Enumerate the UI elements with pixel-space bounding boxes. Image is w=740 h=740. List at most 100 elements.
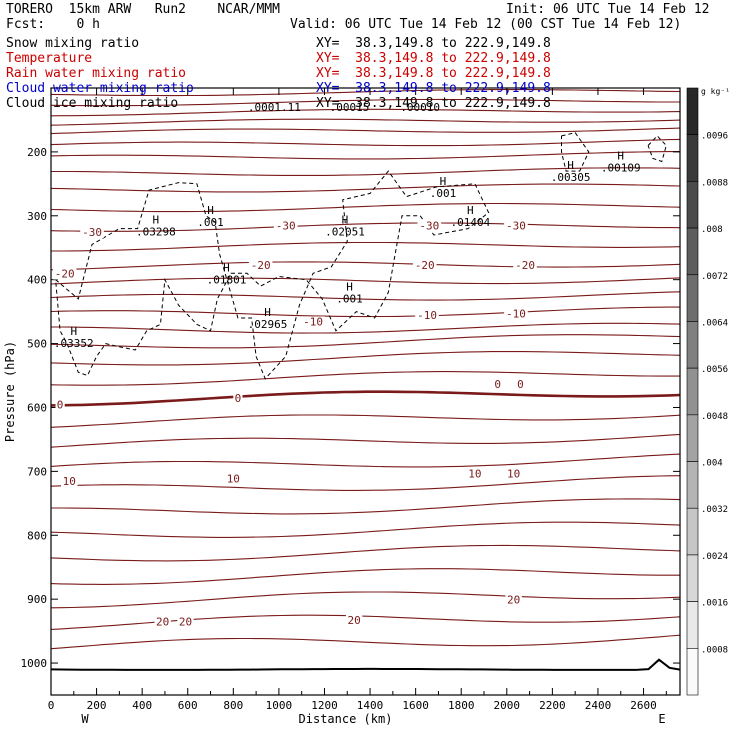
- x-tick-label: 800: [223, 699, 243, 712]
- temperature-label-bg: [248, 260, 273, 272]
- x-axis-label: Distance (km): [299, 712, 393, 726]
- colorbar-swatch: [686, 227, 699, 276]
- extremum-value-label: .001: [430, 187, 457, 200]
- colorbar-swatch: [686, 367, 699, 416]
- colorbar-swatch: [686, 321, 699, 369]
- extremum-value-label: .01801: [207, 273, 247, 286]
- xy-cloud-ice: XY= 38.3,149.8 to 222.9,149.8: [316, 96, 551, 111]
- temperature-label: -10: [506, 308, 526, 321]
- colorbar-swatch: [686, 507, 699, 556]
- extremum-high-marker: H: [617, 149, 624, 162]
- isotherm-line: [50, 591, 681, 609]
- isotherm-line: [50, 108, 681, 117]
- x-tick-label: 400: [132, 699, 152, 712]
- field-cloud-ice: Cloud ice mixing ratio: [6, 96, 179, 111]
- isotherm-line: [50, 277, 681, 285]
- temperature-label-bg: [225, 473, 242, 485]
- isotherm-line: [50, 202, 681, 213]
- colorbar-tick-label: .0064: [701, 318, 728, 328]
- extremum-value-label: .00015: [330, 101, 370, 114]
- colorbar-tick-label: .0008: [701, 645, 728, 655]
- extremum-high-marker: H: [153, 213, 160, 226]
- isotherm-line: [50, 544, 681, 562]
- y-tick-label: 700: [27, 465, 47, 478]
- temperature-label: -10: [303, 315, 323, 328]
- extremum-value-label: .0001.11: [248, 101, 301, 114]
- isotherm-line: [51, 241, 681, 252]
- colorbar-swatch: [686, 648, 699, 696]
- extremum-value-label: .00010: [400, 101, 440, 114]
- extremum-value-label: .00305: [551, 171, 591, 184]
- colorbar-swatch: [686, 601, 699, 649]
- isotherm-line: [50, 291, 681, 301]
- isotherm-line: [50, 334, 681, 349]
- colorbar-tick-label: .0096: [701, 132, 728, 142]
- plot-frame: [50, 87, 681, 696]
- temperature-label: 20: [507, 593, 520, 606]
- xy-temperature: XY= 38.3,149.8 to 222.9,149.8: [316, 51, 551, 66]
- colorbar-unit: g kg⁻¹: [701, 87, 730, 96]
- isotherm-line: [50, 261, 681, 271]
- field-rain: Rain water mixing ratio: [6, 66, 187, 81]
- isotherm-line: [51, 498, 681, 515]
- temperature-label-bg: [415, 310, 439, 322]
- temperature-label: -30: [419, 220, 439, 233]
- temperature-label-bg: [233, 393, 243, 405]
- xy-snow: XY= 38.3,149.8 to 222.9,149.8: [316, 36, 551, 51]
- init-time: Init: 06 UTC Tue 14 Feb 12: [506, 2, 710, 17]
- surface-line: [50, 658, 681, 671]
- temperature-label: -30: [82, 226, 102, 239]
- isotherm-line: [50, 390, 681, 407]
- colorbar-tick-label: .0088: [701, 178, 728, 188]
- x-tick-label: 2200: [539, 699, 566, 712]
- temperature-label: -20: [55, 267, 75, 280]
- colorbar-tick-label: .004: [701, 459, 723, 469]
- colorbar-tick-label: .008: [701, 225, 723, 235]
- colorbar-tick-label: .0072: [701, 272, 728, 282]
- isotherm-line: [50, 351, 681, 366]
- colorbar-swatch: [686, 87, 699, 135]
- isotherm-line: [50, 118, 681, 126]
- xy-rain: XY= 38.3,149.8 to 222.9,149.8: [316, 66, 551, 81]
- colorbar-swatch: [686, 461, 699, 509]
- temperature-label: -10: [417, 309, 437, 322]
- temperature-label: 20: [156, 616, 169, 629]
- temperature-label-bg: [466, 468, 484, 480]
- west-label: W: [81, 712, 89, 726]
- temperature-label: -20: [251, 259, 271, 272]
- isotherm-line: [50, 433, 681, 448]
- y-tick-label: 200: [27, 146, 47, 159]
- x-tick-label: 1600: [402, 699, 429, 712]
- temperature-label: -30: [276, 220, 296, 233]
- temperature-label-bg: [80, 226, 104, 238]
- y-tick-label: 800: [27, 529, 47, 542]
- temperature-label-bg: [154, 616, 171, 628]
- colorbar-swatch: [686, 554, 699, 602]
- xy-cloud-water: XY= 38.3,149.8 to 222.9,149.8: [316, 81, 551, 96]
- temperature-label-bg: [493, 379, 503, 391]
- temperature-label: 0: [517, 378, 524, 391]
- x-tick-label: 2400: [585, 699, 612, 712]
- temperature-label-bg: [504, 308, 528, 320]
- colorbar-swatch: [686, 134, 699, 182]
- temperature-label: 20: [347, 614, 360, 627]
- temperature-label-bg: [513, 260, 537, 272]
- extremum-high-marker: H: [264, 306, 271, 319]
- isotherm-line: [50, 453, 681, 468]
- extremum-high-marker: H: [440, 175, 447, 188]
- isotherm-line: [50, 414, 681, 428]
- colorbar-tick-label: .0032: [701, 505, 728, 515]
- temperature-label-bg: [55, 399, 65, 411]
- extremum-high-marker: H: [223, 261, 230, 274]
- x-tick-label: 1400: [357, 699, 384, 712]
- isotherm-line: [50, 127, 681, 135]
- colorbar-swatch: [686, 414, 699, 462]
- x-tick-label: 2000: [494, 699, 521, 712]
- temperature-label: 0: [57, 398, 64, 411]
- colorbar-tick-label: .0016: [701, 599, 728, 609]
- colorbar-swatch: [686, 181, 699, 229]
- x-tick-label: 600: [178, 699, 198, 712]
- temperature-label-bg: [505, 594, 522, 606]
- isotherm-line: [50, 521, 681, 538]
- isotherm-line: [50, 371, 680, 386]
